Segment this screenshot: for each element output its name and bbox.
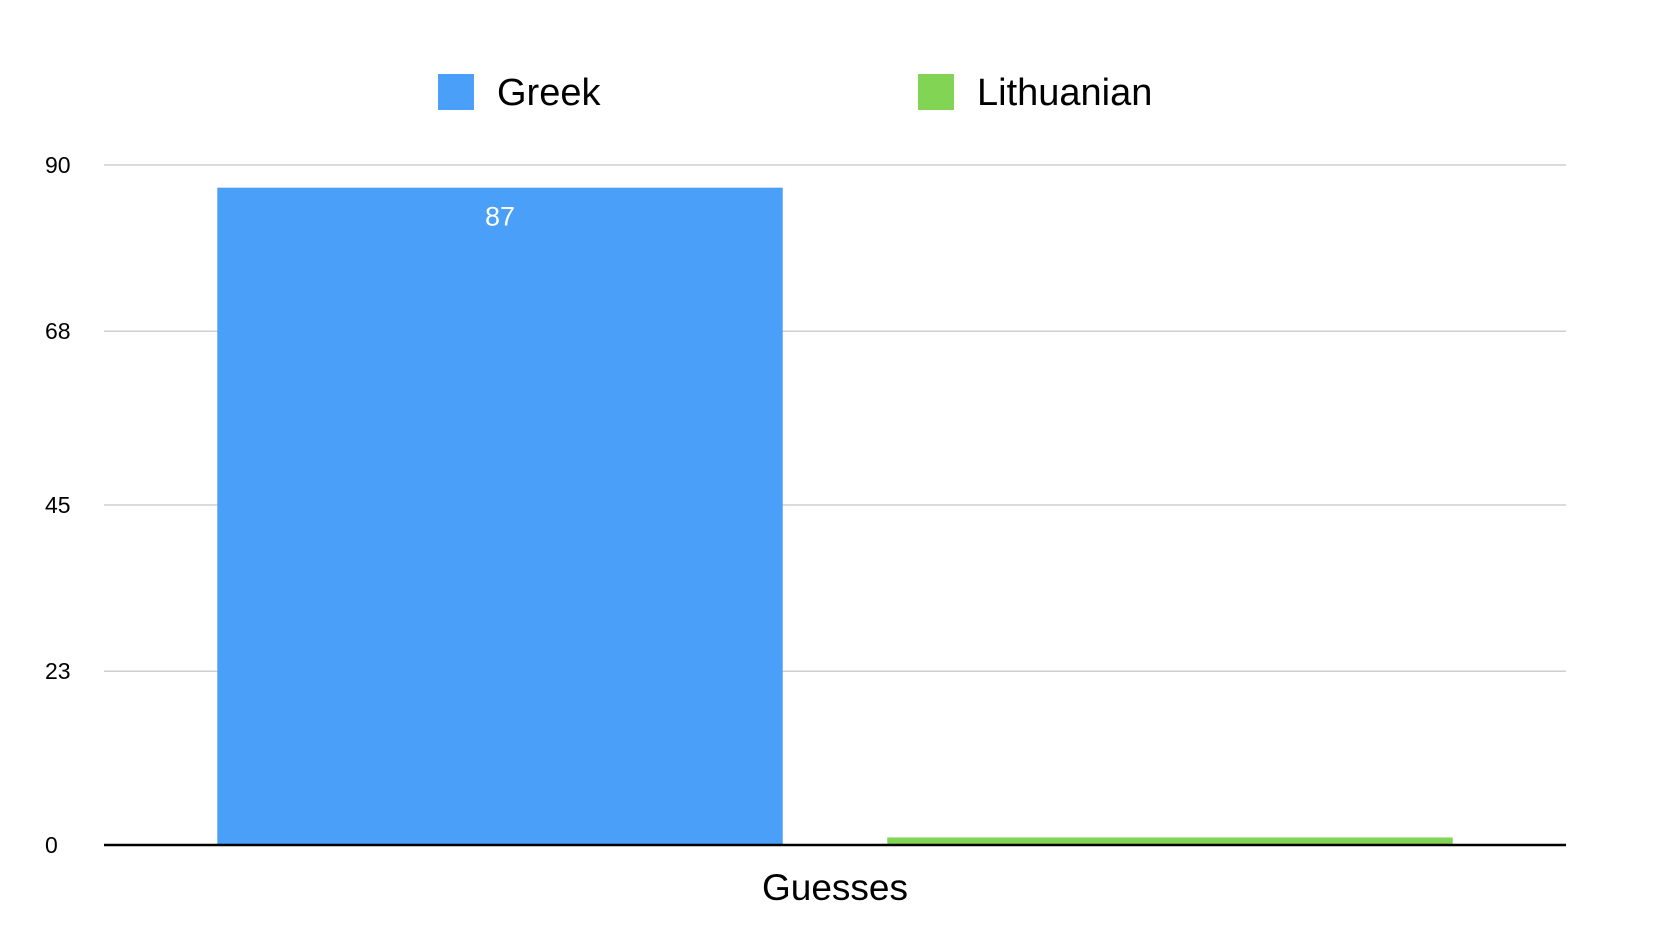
bar-greek <box>217 187 783 845</box>
y-axis: 0 23 45 68 90 <box>45 152 71 858</box>
legend: Greek Lithuanian <box>438 72 1152 114</box>
y-tick-label: 90 <box>45 152 71 178</box>
data-labels: 87 <box>485 202 515 232</box>
legend-swatch-lithuanian <box>918 74 954 110</box>
data-label-greek: 87 <box>485 202 515 232</box>
x-axis: Guesses <box>762 867 908 908</box>
legend-label-lithuanian: Lithuanian <box>977 72 1152 114</box>
legend-swatch-greek <box>438 74 474 110</box>
bar-lithuanian <box>887 837 1453 845</box>
y-tick-label: 68 <box>45 318 71 344</box>
bars <box>217 187 1453 845</box>
x-category-label: Guesses <box>762 867 908 908</box>
y-tick-label: 45 <box>45 492 71 518</box>
y-tick-label: 23 <box>45 658 71 684</box>
legend-label-greek: Greek <box>497 72 601 114</box>
y-tick-label: 0 <box>45 832 58 858</box>
